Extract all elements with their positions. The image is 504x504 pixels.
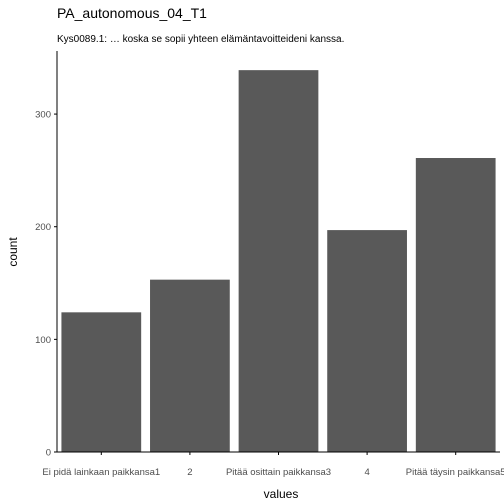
chart-title: PA_autonomous_04_T1 — [57, 5, 207, 21]
bar — [416, 158, 496, 452]
y-tick-label: 200 — [35, 222, 51, 233]
y-axis-label: count — [6, 237, 20, 267]
y-tick-label: 0 — [46, 448, 51, 459]
x-tick-label: Pitää täysin paikkansa5 — [406, 467, 504, 478]
y-tick-label: 100 — [35, 335, 51, 346]
chart-subtitle: Kys0089.1: … koska se sopii yhteen elämä… — [57, 34, 344, 45]
x-tick-label: Ei pidä lainkaan paikkansa1 — [42, 467, 160, 478]
bars-group — [61, 70, 495, 452]
y-axis-ticks: 0 100 200 300 — [35, 110, 57, 459]
bar — [61, 312, 141, 452]
x-tick-label: 4 — [364, 467, 369, 478]
bar — [239, 70, 319, 452]
x-tick-label: Pitää osittain paikkansa3 — [226, 467, 331, 478]
bar — [150, 280, 230, 452]
bar — [327, 230, 407, 452]
x-tick-label: 2 — [187, 467, 192, 478]
x-axis-ticks: Ei pidä lainkaan paikkansa1 2 Pitää ositta… — [42, 452, 504, 478]
x-axis-label: values — [264, 487, 299, 501]
y-tick-label: 300 — [35, 110, 51, 121]
